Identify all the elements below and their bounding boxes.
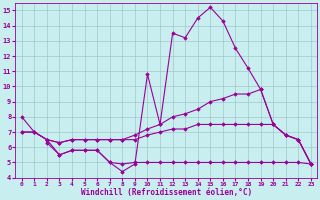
X-axis label: Windchill (Refroidissement éolien,°C): Windchill (Refroidissement éolien,°C) — [81, 188, 252, 197]
